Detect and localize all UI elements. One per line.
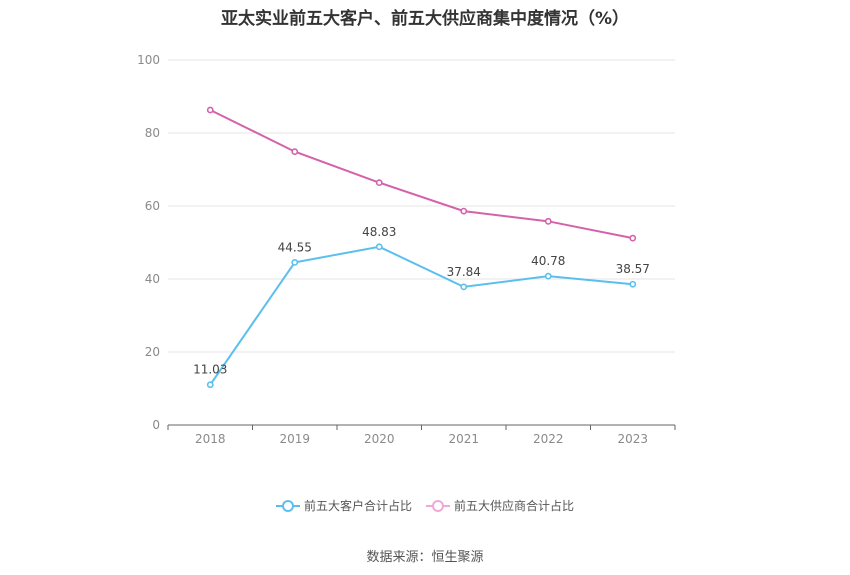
legend-swatch-suppliers (426, 499, 450, 513)
x-tick-label-2019: 2019 (279, 432, 310, 446)
legend-item-customers[interactable]: 前五大客户合计占比 (275, 497, 412, 514)
x-tick-label-2018: 2018 (195, 432, 226, 446)
series-0-point-2023 (629, 280, 637, 288)
x-tick-label-2023: 2023 (617, 432, 648, 446)
y-tick-label-60: 60 (145, 199, 160, 213)
y-tick-label-20: 20 (145, 345, 160, 359)
series-0-data-label-2021: 37.84 (447, 265, 481, 279)
series-1-point-2020 (375, 179, 383, 187)
series-1-point-2022 (544, 217, 552, 225)
source-note: 数据来源：恒生聚源 (366, 550, 484, 565)
series-1-point-2019 (291, 148, 299, 156)
x-tick-label-2022: 2022 (533, 432, 564, 446)
y-tick-label-0: 0 (152, 418, 160, 432)
series-0-point-2021 (460, 283, 468, 291)
y-tick-label-40: 40 (145, 272, 160, 286)
legend-label-suppliers: 前五大供应商合计占比 (454, 499, 575, 513)
series-0-data-label-2023: 38.57 (616, 262, 650, 276)
legend-swatch-customers (275, 499, 300, 513)
series-1-point-2021 (460, 207, 468, 215)
legend: 前五大客户合计占比 前五大供应商合计占比 (0, 497, 850, 514)
series-0-point-2018 (206, 381, 214, 389)
series-0-data-label-2018: 11.03 (193, 363, 227, 377)
series-1-point-2018 (206, 106, 214, 114)
y-tick-label-80: 80 (145, 126, 160, 140)
legend-label-customers: 前五大客户合计占比 (303, 499, 412, 513)
series-1-point-2023 (629, 234, 637, 242)
y-tick-label-100: 100 (137, 53, 160, 67)
series-0-point-2020 (375, 243, 383, 251)
legend-item-suppliers[interactable]: 前五大供应商合计占比 (426, 497, 574, 514)
series-0-point-2019 (291, 258, 299, 266)
x-tick-label-2021: 2021 (448, 432, 479, 446)
series-0-data-label-2022: 40.78 (531, 254, 565, 268)
series-0-point-2022 (544, 272, 552, 280)
series-0-data-label-2019: 44.55 (278, 240, 312, 254)
x-tick-label-2020: 2020 (364, 432, 395, 446)
chart-title: 亚太实业前五大客户、前五大供应商集中度情况（%） (220, 9, 630, 29)
series-line-0 (209, 245, 633, 386)
series-0-data-label-2020: 48.83 (362, 225, 396, 239)
series-line-1 (209, 109, 633, 240)
